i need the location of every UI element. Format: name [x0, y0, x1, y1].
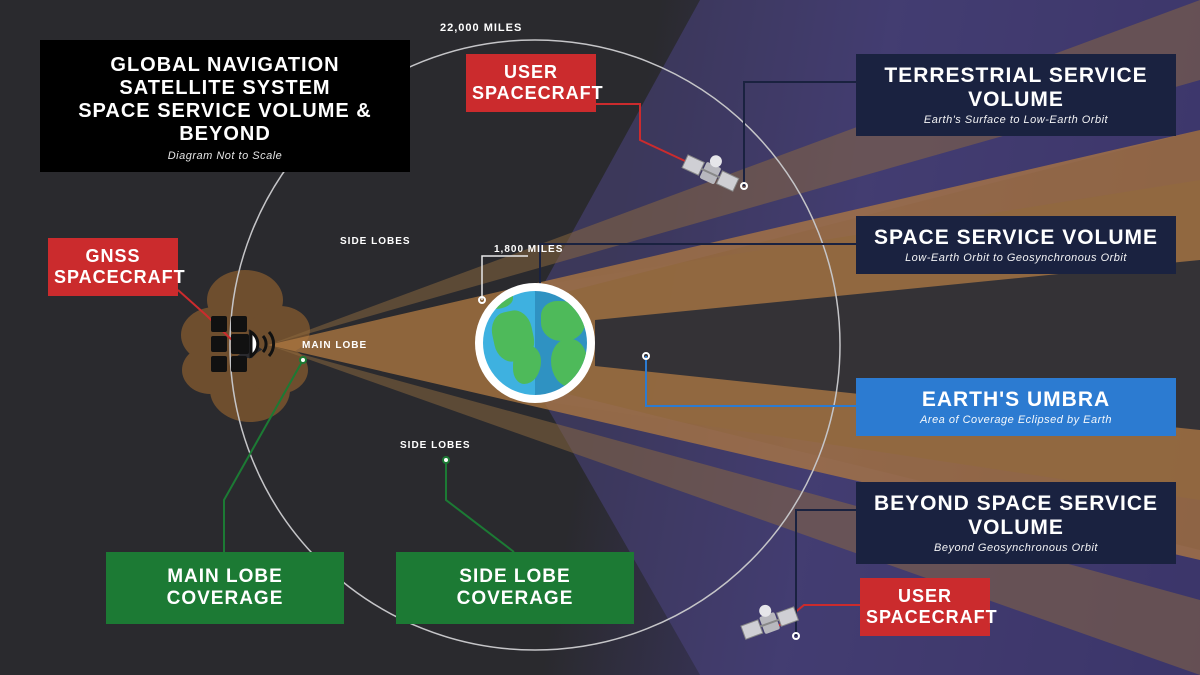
dot-tsv: [740, 182, 748, 190]
user-bot-l1: USER: [866, 586, 984, 607]
side-lobes-top-text: SIDE LOBES: [340, 236, 411, 247]
ssv-sub: Low-Earth Orbit to Geosynchronous Orbit: [872, 252, 1160, 264]
dot-umbra: [642, 352, 650, 360]
user-bot-l2: SPACECRAFT: [866, 607, 984, 628]
earth-globe: [483, 291, 587, 395]
dot-earth-radius: [478, 296, 486, 304]
main-lobe-coverage-label: MAIN LOBE COVERAGE: [106, 552, 344, 624]
umbra-title: EARTH'S UMBRA: [872, 388, 1160, 412]
diagram-stage: GLOBAL NAVIGATION SATELLITE SYSTEM SPACE…: [0, 0, 1200, 675]
side-lobe-coverage-label: SIDE LOBE COVERAGE: [396, 552, 634, 624]
bssv-sub: Beyond Geosynchronous Orbit: [872, 542, 1160, 554]
main-cov-text: MAIN LOBE COVERAGE: [114, 566, 336, 610]
gnss-label: GNSS SPACECRAFT: [48, 238, 178, 296]
umbra-label: EARTH'S UMBRA Area of Coverage Eclipsed …: [856, 378, 1176, 436]
dot-bssv: [792, 632, 800, 640]
ssv-title: SPACE SERVICE VOLUME: [872, 226, 1160, 250]
side-cov-text: SIDE LOBE COVERAGE: [404, 566, 626, 610]
main-lobe-text: MAIN LOBE: [302, 340, 367, 351]
tsv-sub: Earth's Surface to Low-Earth Orbit: [872, 114, 1160, 126]
bssv-label: BEYOND SPACE SERVICE VOLUME Beyond Geosy…: [856, 482, 1176, 564]
user-top-l2: SPACECRAFT: [472, 83, 590, 104]
tsv-label: TERRESTRIAL SERVICE VOLUME Earth's Surfa…: [856, 54, 1176, 136]
gnss-spacecraft-icon: [205, 310, 285, 380]
gnss-label-l2: SPACECRAFT: [54, 267, 172, 288]
dot-side-lobe: [442, 456, 450, 464]
gnss-label-l1: GNSS: [54, 246, 172, 267]
tsv-title: TERRESTRIAL SERVICE VOLUME: [872, 64, 1160, 112]
dot-main-lobe: [299, 356, 307, 364]
side-lobes-bot-text: SIDE LOBES: [400, 440, 471, 451]
user-top-label: USER SPACECRAFT: [466, 54, 596, 112]
title-box: GLOBAL NAVIGATION SATELLITE SYSTEM SPACE…: [40, 40, 410, 172]
orbit-radius-label: 22,000 MILES: [440, 22, 522, 34]
user-top-l1: USER: [472, 62, 590, 83]
title-line2: SPACE SERVICE VOLUME & BEYOND: [58, 100, 392, 146]
title-sub: Diagram Not to Scale: [58, 150, 392, 162]
earth-radius-label: 1,800 MILES: [494, 244, 563, 255]
connector-side-lobe: [446, 460, 514, 552]
earth: [475, 283, 595, 403]
bssv-title: BEYOND SPACE SERVICE VOLUME: [872, 492, 1160, 540]
user-bot-label: USER SPACECRAFT: [860, 578, 990, 636]
umbra-sub: Area of Coverage Eclipsed by Earth: [872, 414, 1160, 426]
ssv-label: SPACE SERVICE VOLUME Low-Earth Orbit to …: [856, 216, 1176, 274]
title-line1: GLOBAL NAVIGATION SATELLITE SYSTEM: [58, 54, 392, 100]
